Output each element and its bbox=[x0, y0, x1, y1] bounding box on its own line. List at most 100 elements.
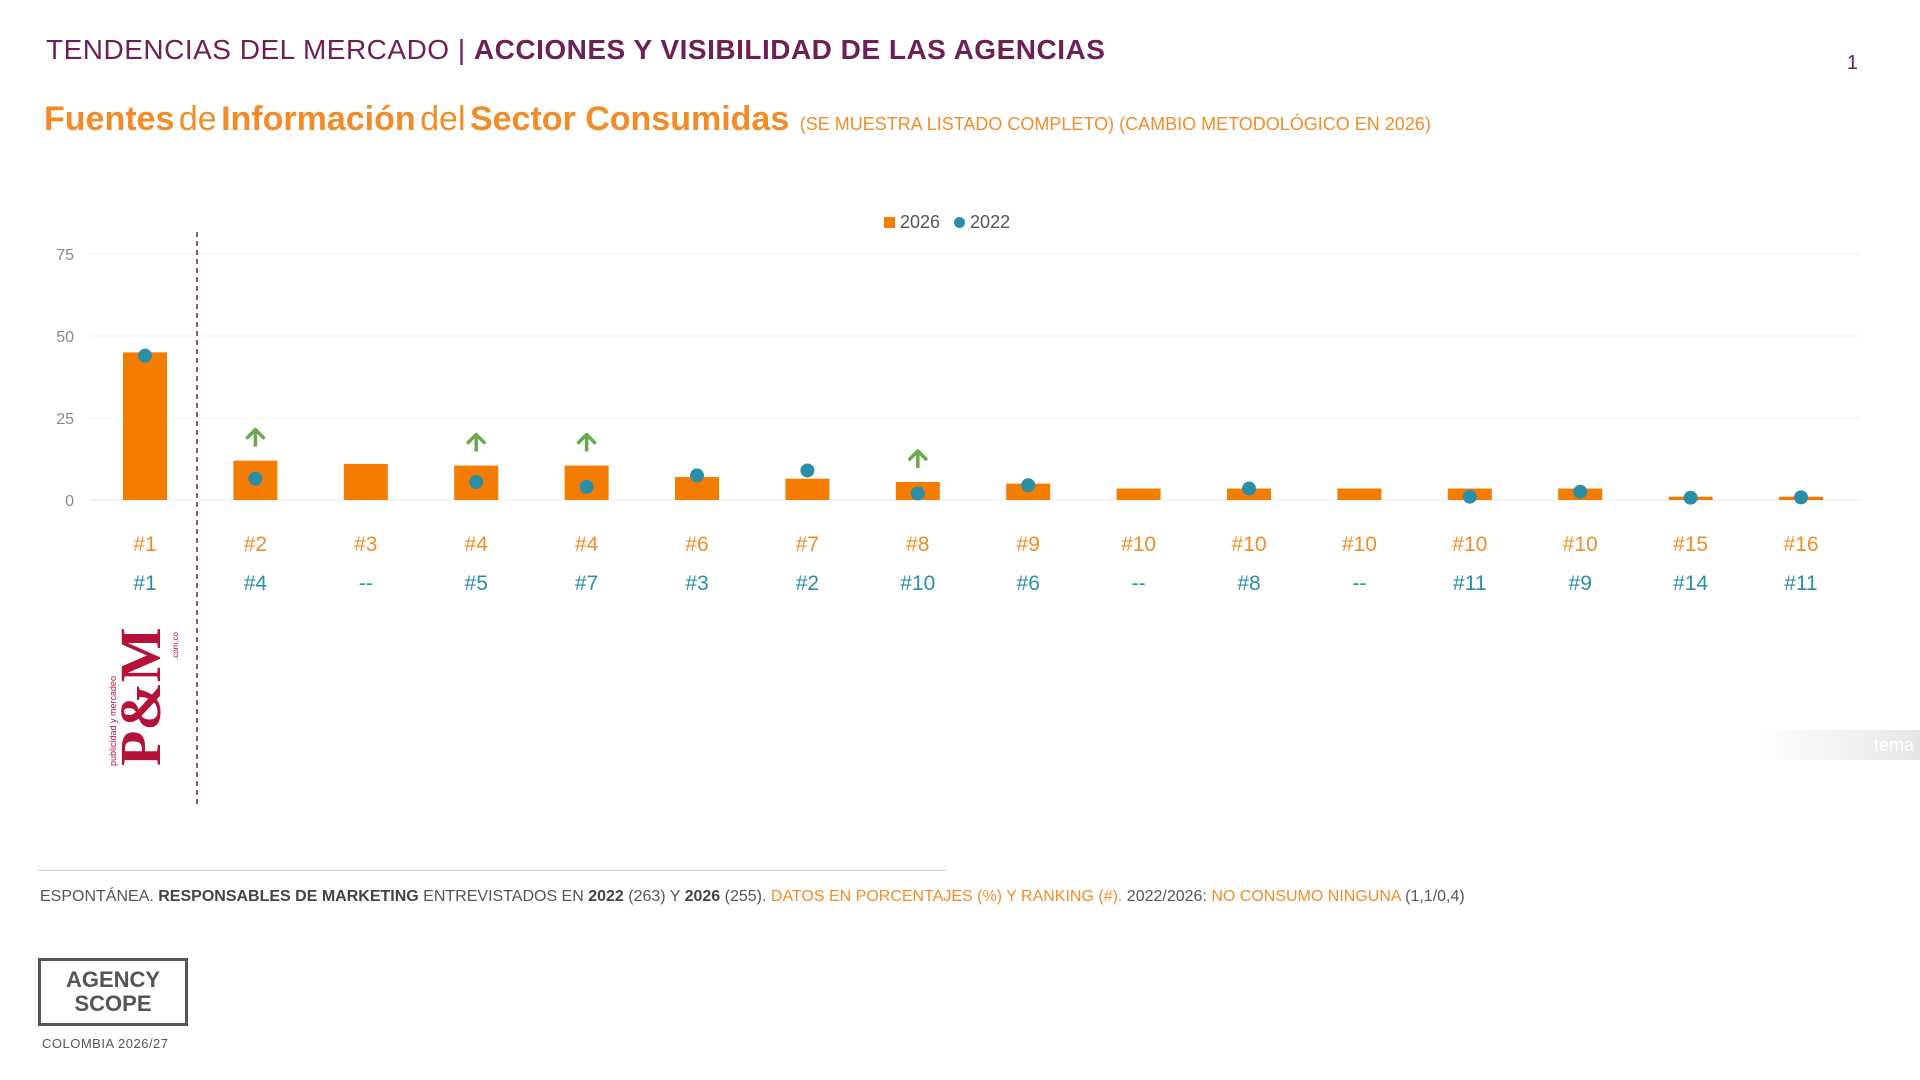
logo-tagline: publicidad y mercadeo bbox=[108, 676, 118, 766]
up-arrow-icon bbox=[908, 449, 928, 468]
brand-line-1: AGENCY bbox=[65, 967, 161, 992]
bar-2026 bbox=[123, 352, 167, 500]
bar-2026 bbox=[1337, 488, 1382, 500]
footnote-part: (255). bbox=[720, 888, 771, 905]
footnote-part: NO CONSUMO NINGUNA bbox=[1211, 888, 1401, 905]
agency-scope-logo: AGENCY SCOPE bbox=[38, 958, 188, 1026]
rank-2022-label: #2 bbox=[796, 572, 819, 595]
rank-2026-label: #10 bbox=[1452, 533, 1487, 556]
y-tick-label: 75 bbox=[56, 247, 74, 264]
bar-2026 bbox=[1116, 488, 1161, 500]
rank-2026-label: #7 bbox=[796, 533, 819, 556]
rank-2026-label: #3 bbox=[354, 533, 377, 556]
rank-2026-label: #8 bbox=[906, 533, 929, 556]
dot-2022 bbox=[1462, 489, 1477, 504]
dot-2022 bbox=[690, 468, 704, 483]
logo-mark: P&M bbox=[108, 628, 173, 766]
rank-2026-label: #2 bbox=[244, 533, 267, 556]
y-tick-label: 25 bbox=[56, 411, 74, 428]
tema-tag: tema bbox=[1760, 730, 1920, 760]
legend-label-2026: 2026 bbox=[900, 212, 941, 232]
footnote-part: DATOS EN PORCENTAJES (%) Y RANKING (#). bbox=[770, 888, 1123, 905]
rank-2026-label: #4 bbox=[465, 533, 489, 556]
rank-2026-label: #10 bbox=[1231, 533, 1266, 556]
footnote-part: ENTREVISTADOS EN bbox=[418, 888, 589, 905]
rank-2022-label: -- bbox=[359, 572, 373, 595]
rank-2022-label: #5 bbox=[465, 572, 488, 595]
dot-2022 bbox=[1573, 484, 1588, 499]
rank-2026-label: #10 bbox=[1121, 533, 1156, 556]
rank-2022-label: -- bbox=[1352, 572, 1366, 595]
footnote-part: 2022/2026: bbox=[1122, 888, 1212, 905]
rank-2026-label: #16 bbox=[1783, 533, 1818, 556]
rank-2026-label: #10 bbox=[1563, 533, 1598, 556]
logo-domain: .com.co bbox=[171, 631, 180, 660]
rank-2022-label: -- bbox=[1132, 572, 1146, 595]
legend-label-2022: 2022 bbox=[970, 212, 1011, 232]
up-arrow-icon bbox=[576, 432, 597, 452]
title-part-2: de bbox=[178, 100, 217, 138]
page-header: TENDENCIAS DEL MERCADO | ACCIONES Y VISI… bbox=[46, 34, 1105, 66]
bar-2026 bbox=[785, 478, 830, 500]
title-part-3: Información bbox=[221, 100, 416, 138]
rank-2022-label: #7 bbox=[575, 572, 598, 595]
legend-item-2022: 2022 bbox=[954, 212, 1010, 233]
dot-2022 bbox=[138, 348, 152, 363]
dot-2022 bbox=[248, 471, 263, 486]
brand-line-2: SCOPE bbox=[74, 991, 152, 1016]
legend-square-icon bbox=[884, 217, 895, 228]
dot-2022 bbox=[800, 463, 815, 478]
rank-2022-label: #9 bbox=[1569, 572, 1592, 595]
header-topic: ACCIONES Y VISIBILIDAD DE LAS AGENCIAS bbox=[473, 34, 1106, 65]
footnote: ESPONTÁNEA. RESPONSABLES DE MARKETING EN… bbox=[40, 888, 1465, 906]
rank-2026-label: #1 bbox=[133, 533, 156, 556]
dot-2022 bbox=[1794, 490, 1808, 505]
footnote-part: (263) Y bbox=[623, 888, 685, 905]
up-arrow-icon bbox=[245, 427, 266, 447]
y-tick-label: 0 bbox=[65, 493, 74, 510]
rank-2022-label: #3 bbox=[685, 572, 708, 595]
dot-2022 bbox=[1683, 490, 1698, 505]
chart-legend: 2026 2022 bbox=[884, 212, 1010, 233]
rank-2026-label: #15 bbox=[1673, 533, 1708, 556]
footnote-part: 2026 bbox=[684, 888, 721, 905]
rank-2022-label: #1 bbox=[133, 572, 156, 595]
y-tick-label: 50 bbox=[56, 329, 74, 346]
bar-chart: 0 25 50 75 #1 #1 #2 #4 #3 -- #4 #5 #4 #7 #6 #3 #7 #2 #8 #10… bbox=[56, 232, 1860, 805]
rank-2022-label: #8 bbox=[1237, 572, 1260, 595]
footnote-part: 2022 bbox=[588, 888, 624, 905]
footnote-part: (1,1/0,4) bbox=[1400, 888, 1465, 905]
dot-2022 bbox=[469, 474, 484, 489]
rank-2026-label: #4 bbox=[575, 533, 599, 556]
brand-edition: COLOMBIA 2026/27 bbox=[42, 1036, 169, 1051]
pm-logo: P&M publicidad y mercadeo .com.co bbox=[102, 628, 182, 768]
chart-title: Fuentes de Información del Sector Consum… bbox=[44, 100, 1431, 139]
footnote-part: ESPONTÁNEA. bbox=[40, 888, 159, 905]
rank-2022-label: #4 bbox=[244, 572, 268, 595]
title-part-4: del bbox=[420, 100, 466, 138]
legend-dot-icon bbox=[954, 217, 966, 228]
title-part-5: Sector Consumidas bbox=[469, 100, 790, 138]
title-part-1: Fuentes bbox=[44, 100, 175, 138]
legend-item-2026: 2026 bbox=[884, 212, 940, 233]
rank-2022-label: #10 bbox=[900, 572, 935, 595]
page-number: 1 bbox=[1846, 52, 1858, 74]
footnote-part: RESPONSABLES DE MARKETING bbox=[158, 888, 419, 905]
header-section: TENDENCIAS DEL MERCADO | bbox=[46, 34, 466, 65]
dot-2022 bbox=[1021, 478, 1036, 493]
dot-2022 bbox=[1242, 481, 1256, 496]
rank-2026-label: #10 bbox=[1342, 533, 1377, 556]
dot-2022 bbox=[910, 486, 925, 501]
dot-2022 bbox=[579, 479, 594, 494]
title-note: (SE MUESTRA LISTADO COMPLETO) (CAMBIO ME… bbox=[799, 114, 1431, 134]
up-arrow-icon bbox=[466, 432, 486, 452]
bar-2026 bbox=[675, 477, 719, 500]
rank-2022-label: #11 bbox=[1784, 572, 1817, 595]
footer-divider bbox=[38, 870, 946, 871]
rank-2022-label: #14 bbox=[1673, 572, 1708, 595]
rank-2022-label: #6 bbox=[1017, 572, 1040, 595]
rank-2026-label: #6 bbox=[685, 533, 708, 556]
rank-2026-label: #9 bbox=[1017, 533, 1040, 556]
bar-2026 bbox=[343, 463, 388, 500]
rank-2022-label: #11 bbox=[1453, 572, 1486, 595]
